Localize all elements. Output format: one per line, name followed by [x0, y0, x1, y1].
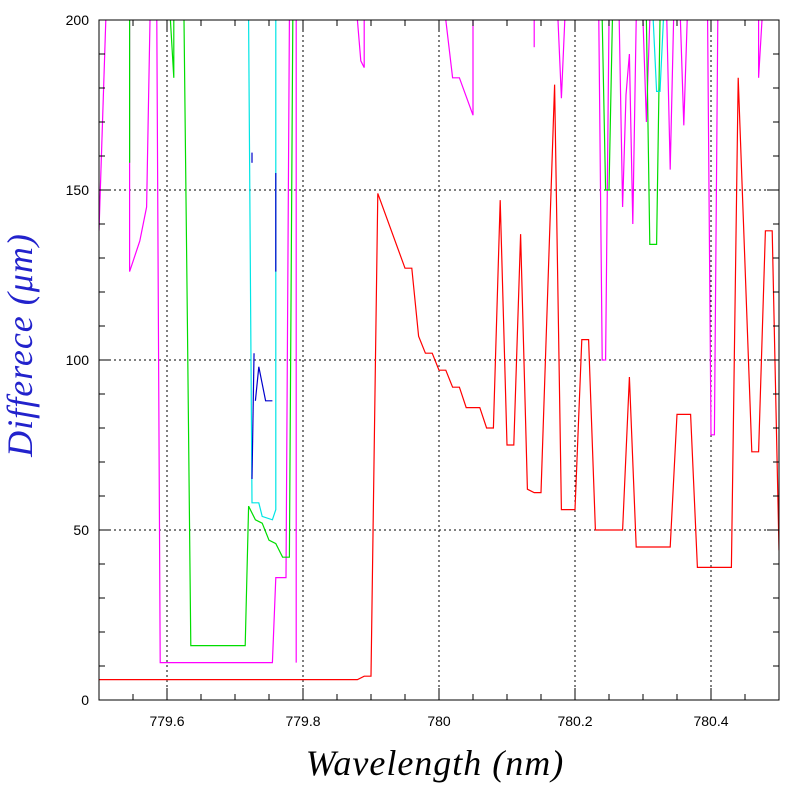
series-line-1: [156, 20, 290, 664]
y-axis-label: Differece (μm): [0, 233, 40, 458]
y-tick-label: 100: [66, 352, 90, 368]
series-line-1: [707, 20, 719, 436]
series-line-0: [99, 77, 779, 681]
series-line-2: [169, 20, 175, 78]
series-line-2: [645, 20, 661, 245]
series-layer: [99, 20, 779, 681]
series-line-1: [679, 20, 688, 126]
series-line-4: [254, 366, 273, 402]
series-line-1: [618, 20, 637, 225]
grid-lines: [99, 20, 779, 700]
x-axis-label: Wavelength (nm): [306, 743, 565, 783]
y-tick-label: 50: [73, 522, 89, 538]
series-line-4: [251, 353, 255, 480]
series-line-3: [248, 20, 277, 521]
series-line-1: [642, 20, 651, 123]
series-line-1: [557, 20, 566, 99]
series-line-2: [601, 20, 613, 191]
y-tick-label: 200: [66, 12, 90, 28]
series-line-1: [666, 20, 675, 170]
series-line-1: [356, 20, 365, 68]
x-tick-label: 780.2: [557, 713, 592, 729]
y-tick-label: 0: [81, 692, 89, 708]
series-line-3: [652, 20, 664, 92]
y-tick-label: 150: [66, 182, 90, 198]
tick-labels: 779.6 779.8 780 780.2 780.4 0 50 100 150 200: [66, 12, 729, 729]
series-line-1: [129, 20, 151, 272]
x-tick-label: 779.6: [149, 713, 184, 729]
series-line-2: [183, 20, 294, 647]
series-line-1: [758, 20, 763, 78]
x-tick-label: 779.8: [285, 713, 320, 729]
axis-ticks: [98, 19, 780, 701]
x-tick-label: 780: [427, 713, 451, 729]
series-line-1: [99, 20, 107, 231]
x-tick-label: 780.4: [693, 713, 728, 729]
series-line-1: [445, 20, 474, 116]
